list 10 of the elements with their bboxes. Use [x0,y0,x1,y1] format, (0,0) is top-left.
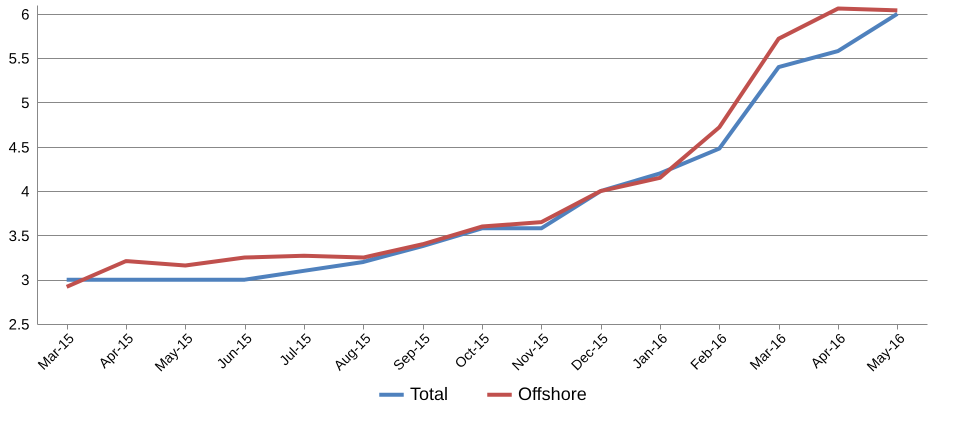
y-tick-label: 3.5 [8,228,30,245]
y-tick-label: 5 [21,94,30,112]
y-tick-label: 6 [21,6,30,24]
y-tick-label: 4 [21,184,30,201]
y-tick-label: 5.5 [8,50,30,68]
y-tick-label: 2.5 [8,316,30,334]
legend-label: Total [410,384,448,404]
y-tick-label: 3 [21,272,30,290]
legend-label: Offshore [518,384,587,404]
y-tick-label: 4.5 [8,139,30,156]
